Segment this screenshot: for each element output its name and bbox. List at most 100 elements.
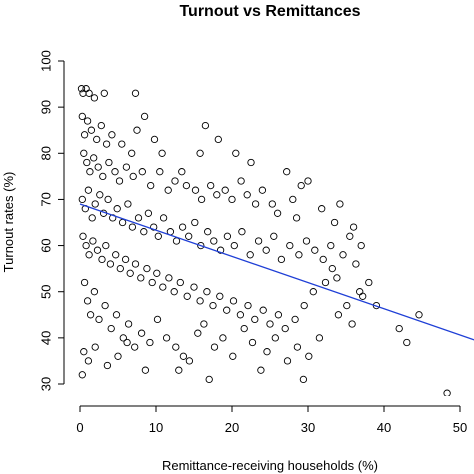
data-point bbox=[80, 348, 88, 356]
data-point bbox=[283, 168, 291, 176]
data-point bbox=[229, 352, 237, 360]
data-point bbox=[230, 241, 238, 250]
chart-title: Turnout vs Remittances bbox=[179, 3, 360, 20]
data-point bbox=[221, 186, 229, 194]
data-point bbox=[133, 126, 141, 134]
data-point bbox=[88, 214, 96, 222]
data-point bbox=[105, 158, 113, 167]
data-point bbox=[183, 292, 191, 300]
data-point bbox=[111, 168, 119, 176]
data-point bbox=[216, 292, 224, 300]
data-point bbox=[349, 223, 358, 231]
data-point bbox=[104, 195, 112, 204]
data-point bbox=[194, 329, 202, 337]
data-point bbox=[328, 264, 336, 273]
data-point bbox=[299, 375, 308, 384]
data-point bbox=[283, 357, 292, 365]
data-point bbox=[182, 181, 191, 190]
data-point bbox=[403, 338, 411, 347]
x-tick-label: 10 bbox=[149, 420, 163, 435]
data-point bbox=[164, 186, 172, 194]
data-point bbox=[170, 288, 178, 296]
data-point bbox=[223, 232, 232, 240]
data-point bbox=[102, 241, 110, 250]
data-point bbox=[114, 352, 122, 360]
x-axis-ticks: 0 10 20 30 40 50 bbox=[76, 406, 467, 435]
data-point bbox=[201, 121, 210, 130]
data-point bbox=[137, 329, 146, 337]
data-point bbox=[216, 246, 225, 254]
data-point bbox=[103, 361, 112, 370]
data-point bbox=[100, 89, 108, 97]
y-tick-label: 80 bbox=[39, 146, 54, 160]
data-point bbox=[359, 292, 367, 300]
data-point bbox=[122, 163, 131, 171]
y-tick-label: 40 bbox=[39, 331, 54, 345]
data-point bbox=[191, 218, 199, 227]
data-point bbox=[148, 278, 156, 287]
data-point bbox=[172, 237, 181, 245]
data-point bbox=[171, 177, 179, 185]
data-point bbox=[82, 85, 90, 93]
data-point bbox=[90, 94, 99, 102]
data-point bbox=[204, 228, 212, 236]
data-point bbox=[131, 89, 140, 97]
scatter-points bbox=[77, 85, 451, 396]
data-point bbox=[112, 311, 121, 319]
data-point bbox=[251, 315, 259, 324]
data-point bbox=[295, 251, 303, 259]
data-point bbox=[162, 334, 171, 342]
data-point bbox=[172, 343, 180, 351]
data-point bbox=[90, 154, 98, 162]
data-point bbox=[185, 357, 194, 365]
data-point bbox=[196, 297, 204, 305]
data-point bbox=[240, 324, 248, 333]
data-point bbox=[113, 205, 121, 213]
data-point bbox=[83, 158, 91, 167]
data-point bbox=[159, 283, 167, 291]
data-point bbox=[97, 121, 105, 130]
data-point bbox=[197, 195, 206, 204]
data-point bbox=[91, 200, 99, 208]
data-point bbox=[108, 131, 116, 139]
data-point bbox=[343, 301, 351, 310]
data-point bbox=[95, 315, 103, 324]
data-point bbox=[357, 241, 365, 250]
data-point bbox=[237, 177, 245, 185]
data-point bbox=[80, 278, 89, 287]
data-point bbox=[213, 191, 221, 199]
data-point bbox=[178, 223, 187, 231]
data-point bbox=[93, 135, 101, 144]
data-point bbox=[244, 301, 252, 310]
data-point bbox=[150, 135, 159, 144]
data-point bbox=[356, 288, 364, 296]
data-point bbox=[302, 237, 311, 245]
data-point bbox=[101, 301, 109, 310]
data-point bbox=[277, 255, 286, 264]
data-point bbox=[203, 288, 211, 296]
data-point bbox=[207, 181, 215, 190]
data-point bbox=[297, 181, 305, 190]
data-point bbox=[238, 228, 246, 236]
data-point bbox=[219, 334, 227, 342]
data-point bbox=[86, 311, 95, 319]
data-point bbox=[93, 246, 102, 254]
y-tick-label: 90 bbox=[39, 100, 54, 114]
data-point bbox=[246, 251, 254, 259]
data-point bbox=[84, 357, 93, 365]
data-point bbox=[274, 311, 283, 319]
data-point bbox=[293, 343, 302, 351]
data-point bbox=[89, 237, 97, 245]
data-point bbox=[179, 352, 188, 360]
data-point bbox=[153, 315, 162, 324]
data-point bbox=[140, 228, 148, 236]
data-point bbox=[78, 195, 86, 204]
data-point bbox=[128, 223, 137, 231]
y-tick-label: 100 bbox=[39, 50, 54, 72]
data-point bbox=[210, 343, 219, 351]
data-point bbox=[352, 260, 360, 268]
data-point bbox=[121, 255, 130, 264]
data-point bbox=[259, 306, 267, 314]
data-point bbox=[85, 89, 93, 97]
